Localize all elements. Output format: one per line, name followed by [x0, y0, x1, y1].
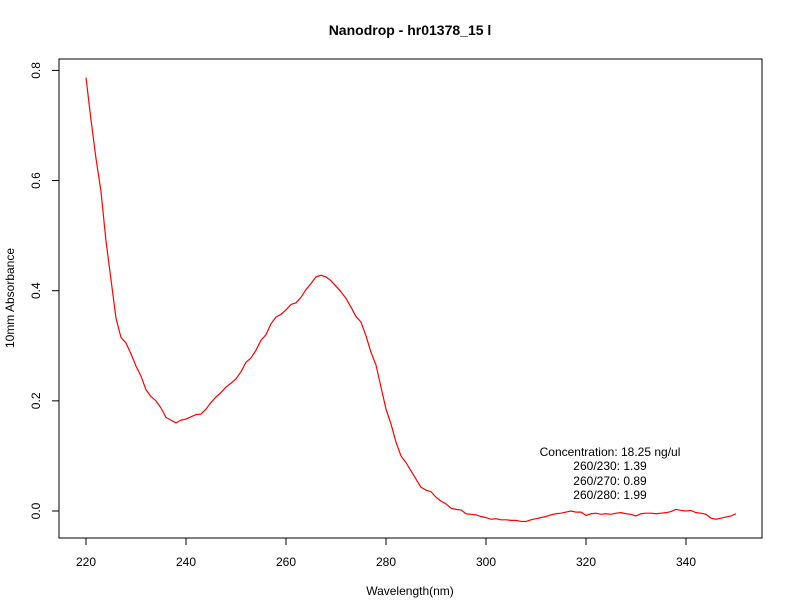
y-tick-label: 0.0 — [29, 502, 43, 519]
y-tick-label: 0.4 — [29, 282, 43, 299]
annotation-260-280: 260/280: 1.99 — [573, 488, 647, 502]
annotation-260-270: 260/270: 0.89 — [573, 474, 647, 488]
x-tick-label: 280 — [376, 555, 396, 569]
x-tick-label: 260 — [276, 555, 296, 569]
y-axis-title: 10mm Absorbance — [3, 248, 17, 348]
chart-title: Nanodrop - hr01378_15 l — [329, 22, 492, 38]
plot-box — [58, 58, 763, 539]
y-tick-label: 0.6 — [29, 172, 43, 189]
y-axis: 0.0 0.2 0.4 0.6 0.8 — [29, 62, 60, 519]
annotation-260-230: 260/230: 1.39 — [573, 459, 647, 473]
x-tick-label: 320 — [576, 555, 596, 569]
x-axis: 220 240 260 280 300 320 340 — [76, 537, 696, 569]
x-tick-label: 240 — [176, 555, 196, 569]
x-tick-label: 340 — [676, 555, 696, 569]
x-tick-label: 300 — [476, 555, 496, 569]
absorbance-line — [85, 77, 737, 523]
y-tick-label: 0.8 — [29, 62, 43, 79]
x-tick-label: 220 — [76, 555, 96, 569]
x-axis-title: Wavelength(nm) — [366, 584, 454, 598]
annotation-concentration: Concentration: 18.25 ng/ul — [540, 445, 681, 459]
y-tick-label: 0.2 — [29, 392, 43, 409]
ratio-annotations: Concentration: 18.25 ng/ul 260/230: 1.39… — [540, 445, 681, 502]
